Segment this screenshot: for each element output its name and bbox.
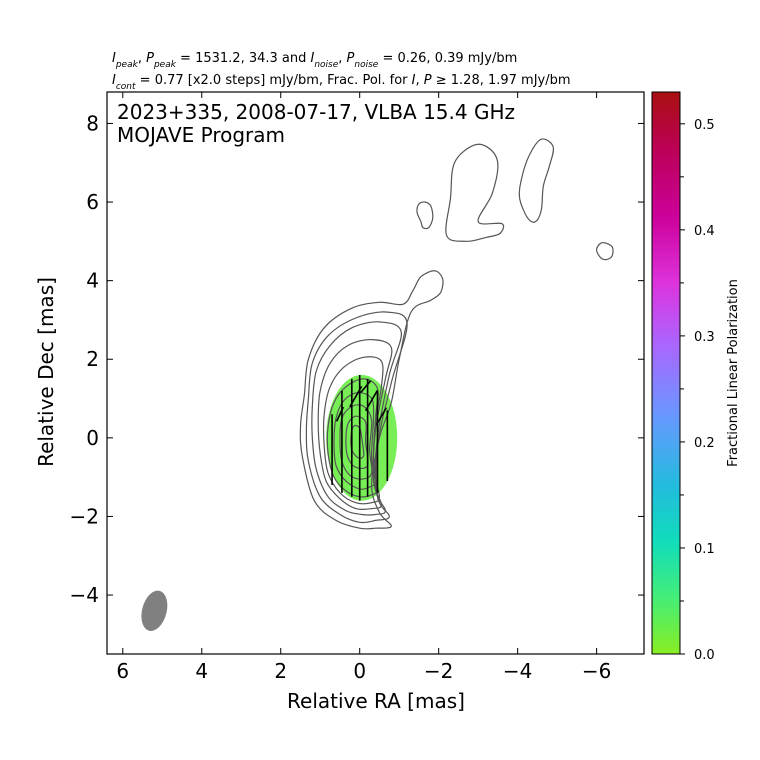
header-text-run: I <box>112 73 116 88</box>
contour-line <box>311 321 402 516</box>
chart-title: 2023+335, 2008-07-17, VLBA 15.4 GHz <box>117 100 515 124</box>
x-axis-label: Relative RA [mas] <box>287 689 465 713</box>
y-tick-label: 0 <box>86 426 99 450</box>
x-tick-label: −4 <box>503 659 532 683</box>
colorbar-label: Fractional Linear Polarization <box>726 279 741 467</box>
header-text-run: ≥ 1.28, 1.97 mJy/bm <box>432 73 571 88</box>
x-tick-label: 6 <box>116 659 129 683</box>
beam-ellipse <box>141 590 168 631</box>
colorbar-tick-label: 0.1 <box>694 542 715 557</box>
header-text-run: noise <box>354 60 378 70</box>
header-line-2: Icont = 0.77 [x2.0 steps] mJy/bm, Frac. … <box>112 73 571 92</box>
header-text-run: I <box>412 73 416 88</box>
contour-line <box>317 338 393 511</box>
contour-line <box>326 378 379 498</box>
colorbar-tick-label: 0.2 <box>694 436 715 451</box>
evpa-ticks-group <box>331 374 389 501</box>
header-text-run: , <box>338 51 346 66</box>
contour-line <box>595 242 614 261</box>
plot-area <box>141 138 614 631</box>
contour-line <box>518 138 555 223</box>
contour-line <box>416 201 434 230</box>
y-tick-label: −4 <box>70 583 99 607</box>
y-axis-label: Relative Dec [mas] <box>34 277 58 467</box>
header-text-run: P <box>347 51 355 66</box>
y-tick-label: 6 <box>86 190 99 214</box>
evpa-tick <box>349 385 363 408</box>
colorbar-tick-label: 0.0 <box>694 648 715 663</box>
header-text-run: = 1531.2, 34.3 and <box>176 51 311 66</box>
header-text-run: P <box>146 51 154 66</box>
header-text-run: cont <box>116 82 136 92</box>
header-text-run: I <box>311 51 315 66</box>
evpa-tick <box>335 406 345 422</box>
y-tick-label: 8 <box>86 111 99 135</box>
header-text-run: P <box>424 73 432 88</box>
header-text-run: I <box>112 51 116 66</box>
colorbar-tick-label: 0.4 <box>694 224 715 239</box>
header-text-run: peak <box>115 60 139 70</box>
evpa-tick <box>364 389 379 412</box>
evpa-tick <box>359 380 372 394</box>
header-text-run: peak <box>153 60 177 70</box>
y-tick-label: 2 <box>86 347 99 371</box>
header-text-run: , <box>416 73 424 88</box>
colorbar-ticks: 0.0 0.1 0.2 0.3 0.4 0.5 <box>680 118 715 663</box>
y-tick-label: 4 <box>86 269 99 293</box>
contour-line <box>445 143 505 242</box>
contour-line <box>305 311 408 524</box>
header-line-1: Ipeak, Ppeak = 1531.2, 34.3 and Inoise, … <box>112 51 517 70</box>
contour-line <box>345 415 369 470</box>
colorbar-tick-label: 0.5 <box>694 118 715 133</box>
x-tick-label: 4 <box>195 659 208 683</box>
evpa-tick <box>375 407 388 426</box>
y-tick-label: −2 <box>70 504 99 528</box>
header-text-run: noise <box>314 60 338 70</box>
x-tick-label: −2 <box>424 659 453 683</box>
axis-ticks: 6 4 2 0 −2 −4 −6 −4 −2 0 2 4 6 8 <box>70 92 644 683</box>
x-tick-label: −6 <box>582 659 611 683</box>
header-text-run: , <box>138 51 146 66</box>
x-tick-label: 2 <box>274 659 287 683</box>
x-tick-label: 0 <box>353 659 366 683</box>
chart-subtitle: MOJAVE Program <box>117 123 285 147</box>
colorbar-tick-label: 0.3 <box>694 330 715 345</box>
header-text-run: = 0.77 [x2.0 steps] mJy/bm, Frac. Pol. f… <box>136 73 412 88</box>
header-text-run: = 0.26, 0.39 mJy/bm <box>378 51 517 66</box>
colorbar <box>651 91 681 655</box>
contour-line <box>299 270 444 530</box>
plot-frame <box>106 91 645 655</box>
